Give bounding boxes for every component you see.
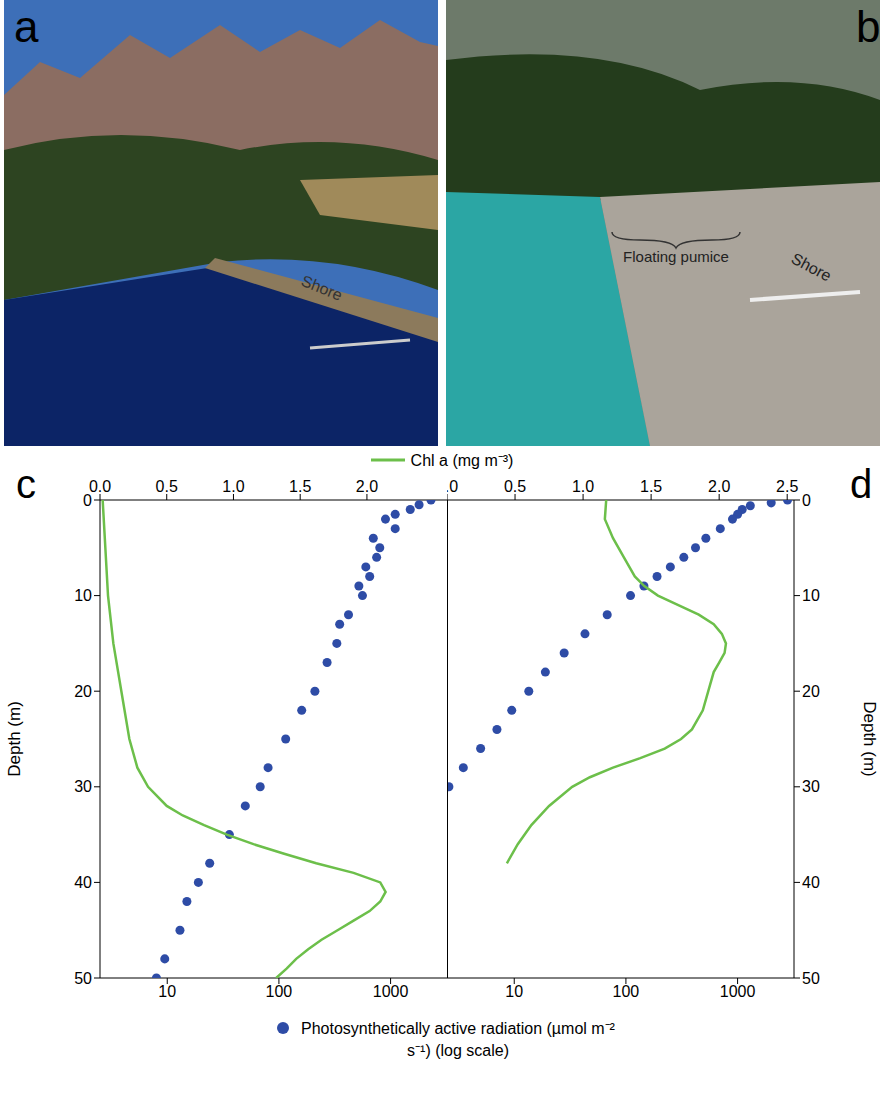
svg-text:30: 30 [802,778,820,795]
svg-text:0: 0 [802,492,811,509]
svg-text:10: 10 [158,983,176,1000]
svg-text:1000: 1000 [720,983,756,1000]
svg-text:Depth (m): Depth (m) [5,701,24,777]
svg-text:0.0: 0.0 [89,478,111,495]
svg-text:1.0: 1.0 [572,478,594,495]
svg-text:100: 100 [613,983,640,1000]
svg-text:Shore: Shore [299,272,345,304]
svg-text:Shore: Shore [789,250,835,285]
svg-text:1000: 1000 [373,983,409,1000]
svg-text:a: a [14,2,39,51]
svg-text:100: 100 [266,983,293,1000]
html-text:Photosynthetically active radi: Photosynthetically active radiation (µmo… [301,1020,615,1059]
html-text:Chl a (mg m⁻³): Chl a (mg m⁻³) [410,452,514,469]
html-text:d: d [850,462,873,506]
svg-text:50: 50 [74,970,92,987]
svg-text:10: 10 [74,587,92,604]
svg-text:2.5: 2.5 [776,478,798,495]
svg-text:40: 40 [802,874,820,891]
svg-text:20: 20 [74,683,92,700]
svg-text:30: 30 [74,778,92,795]
svg-text:1.5: 1.5 [289,478,311,495]
svg-text:Floating pumice: Floating pumice [623,248,729,265]
svg-text:20: 20 [802,683,820,700]
svg-text:0: 0 [83,492,92,509]
svg-text:10: 10 [802,587,820,604]
svg-text:50: 50 [802,970,820,987]
svg-text:0.5: 0.5 [504,478,526,495]
html-text:c: c [16,462,36,506]
svg-text:1.5: 1.5 [640,478,662,495]
svg-text:Depth (m): Depth (m) [860,701,879,777]
svg-text:b: b [856,2,880,51]
svg-text:2.0: 2.0 [708,478,730,495]
svg-text:40: 40 [74,874,92,891]
svg-text:10: 10 [505,983,523,1000]
svg-text:0.0: 0.0 [447,478,458,495]
svg-text:1.0: 1.0 [222,478,244,495]
svg-text:2.0: 2.0 [356,478,378,495]
svg-text:0.5: 0.5 [156,478,178,495]
